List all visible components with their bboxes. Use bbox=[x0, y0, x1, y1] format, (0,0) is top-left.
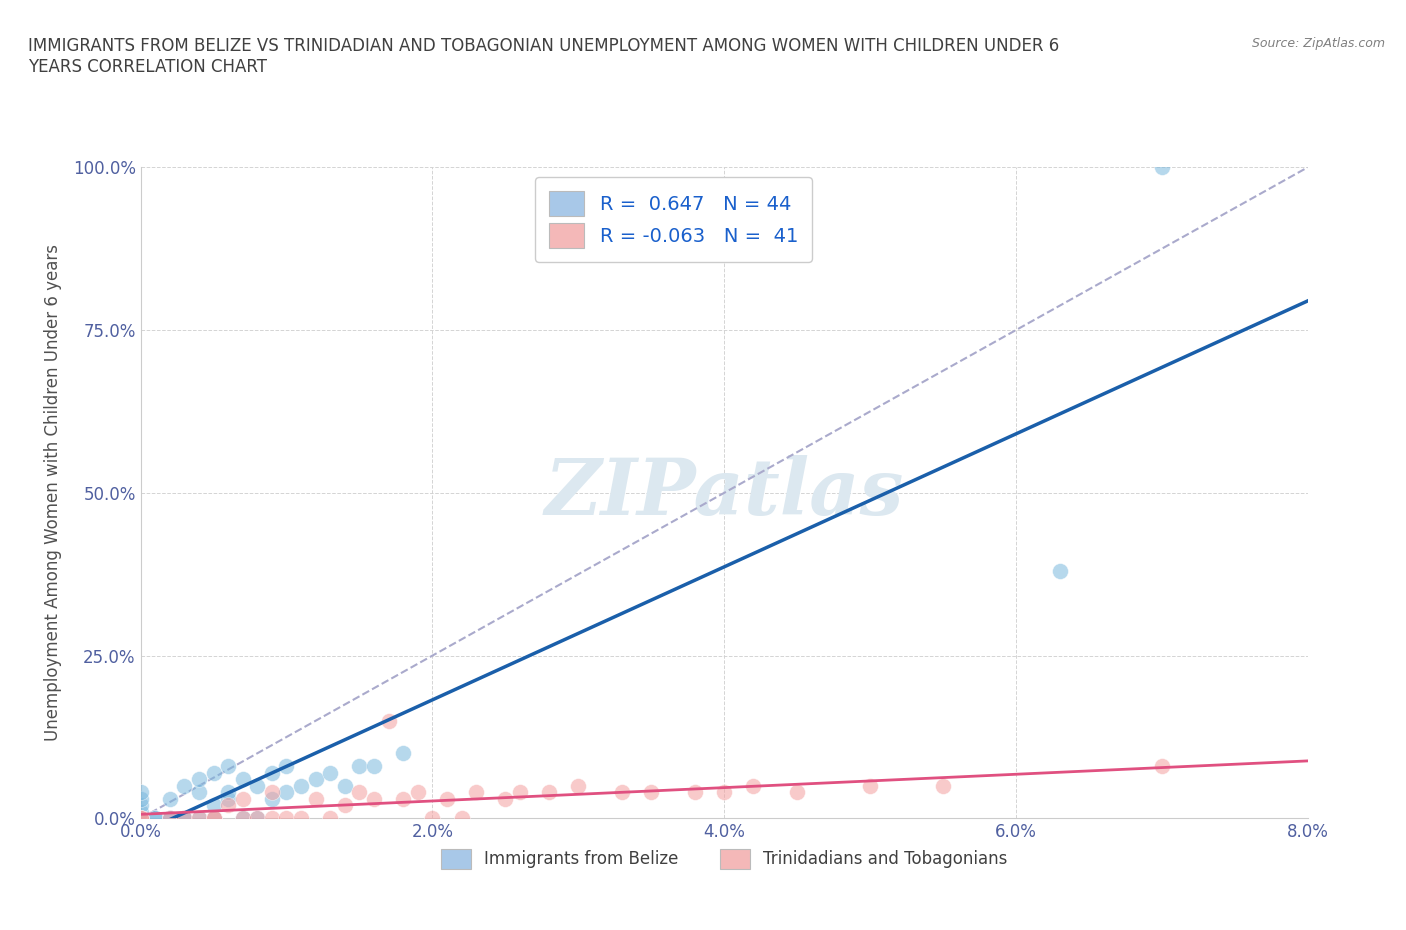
Point bbox=[217, 798, 239, 813]
Point bbox=[932, 778, 955, 793]
Point bbox=[173, 778, 195, 793]
Point bbox=[260, 785, 283, 800]
Point bbox=[246, 778, 269, 793]
Point bbox=[159, 791, 181, 806]
Point bbox=[1150, 759, 1173, 774]
Point bbox=[159, 811, 181, 826]
Point bbox=[610, 785, 633, 800]
Point bbox=[143, 811, 166, 826]
Point bbox=[640, 785, 662, 800]
Point bbox=[173, 811, 195, 826]
Point bbox=[159, 811, 181, 826]
Point bbox=[377, 713, 399, 728]
Point bbox=[713, 785, 735, 800]
Point bbox=[509, 785, 531, 800]
Point bbox=[202, 765, 225, 780]
Point bbox=[188, 772, 211, 787]
Point bbox=[129, 811, 152, 826]
Point bbox=[276, 785, 298, 800]
Point bbox=[363, 759, 385, 774]
Point bbox=[129, 804, 152, 819]
Point bbox=[173, 811, 195, 826]
Text: ZIPatlas: ZIPatlas bbox=[544, 455, 904, 531]
Point bbox=[129, 811, 152, 826]
Point bbox=[217, 759, 239, 774]
Point bbox=[422, 811, 444, 826]
Point bbox=[173, 811, 195, 826]
Point bbox=[188, 811, 211, 826]
Point bbox=[276, 759, 298, 774]
Point bbox=[260, 811, 283, 826]
Point bbox=[188, 811, 211, 826]
Legend: Immigrants from Belize, Trinidadians and Tobagonians: Immigrants from Belize, Trinidadians and… bbox=[434, 843, 1014, 875]
Point bbox=[305, 772, 328, 787]
Point bbox=[232, 772, 254, 787]
Point bbox=[333, 798, 356, 813]
Point bbox=[683, 785, 706, 800]
Point bbox=[129, 811, 152, 826]
Text: IMMIGRANTS FROM BELIZE VS TRINIDADIAN AND TOBAGONIAN UNEMPLOYMENT AMONG WOMEN WI: IMMIGRANTS FROM BELIZE VS TRINIDADIAN AN… bbox=[28, 37, 1059, 76]
Text: Source: ZipAtlas.com: Source: ZipAtlas.com bbox=[1251, 37, 1385, 50]
Point bbox=[1150, 160, 1173, 175]
Point bbox=[188, 785, 211, 800]
Point bbox=[319, 811, 342, 826]
Point bbox=[392, 746, 415, 761]
Point bbox=[1049, 564, 1071, 578]
Point bbox=[129, 811, 152, 826]
Point bbox=[129, 811, 152, 826]
Point bbox=[465, 785, 488, 800]
Point bbox=[305, 791, 328, 806]
Point bbox=[232, 811, 254, 826]
Point bbox=[349, 785, 371, 800]
Point bbox=[349, 759, 371, 774]
Point bbox=[129, 811, 152, 826]
Point bbox=[567, 778, 589, 793]
Point bbox=[290, 778, 312, 793]
Point bbox=[246, 811, 269, 826]
Point bbox=[392, 791, 415, 806]
Point bbox=[159, 811, 181, 826]
Point bbox=[129, 791, 152, 806]
Point bbox=[129, 798, 152, 813]
Point bbox=[859, 778, 882, 793]
Point bbox=[436, 791, 458, 806]
Point bbox=[232, 791, 254, 806]
Point bbox=[786, 785, 808, 800]
Point bbox=[202, 811, 225, 826]
Point bbox=[319, 765, 342, 780]
Point bbox=[143, 811, 166, 826]
Point bbox=[333, 778, 356, 793]
Point bbox=[217, 791, 239, 806]
Point bbox=[742, 778, 765, 793]
Point bbox=[129, 785, 152, 800]
Point bbox=[450, 811, 472, 826]
Y-axis label: Unemployment Among Women with Children Under 6 years: Unemployment Among Women with Children U… bbox=[44, 245, 62, 741]
Point bbox=[260, 765, 283, 780]
Point bbox=[129, 811, 152, 826]
Point bbox=[406, 785, 429, 800]
Point bbox=[202, 811, 225, 826]
Point bbox=[260, 791, 283, 806]
Point bbox=[246, 811, 269, 826]
Point bbox=[290, 811, 312, 826]
Point bbox=[363, 791, 385, 806]
Point bbox=[538, 785, 561, 800]
Point bbox=[232, 811, 254, 826]
Point bbox=[202, 811, 225, 826]
Point bbox=[129, 811, 152, 826]
Point bbox=[276, 811, 298, 826]
Point bbox=[202, 798, 225, 813]
Point bbox=[129, 811, 152, 826]
Point bbox=[217, 785, 239, 800]
Point bbox=[494, 791, 516, 806]
